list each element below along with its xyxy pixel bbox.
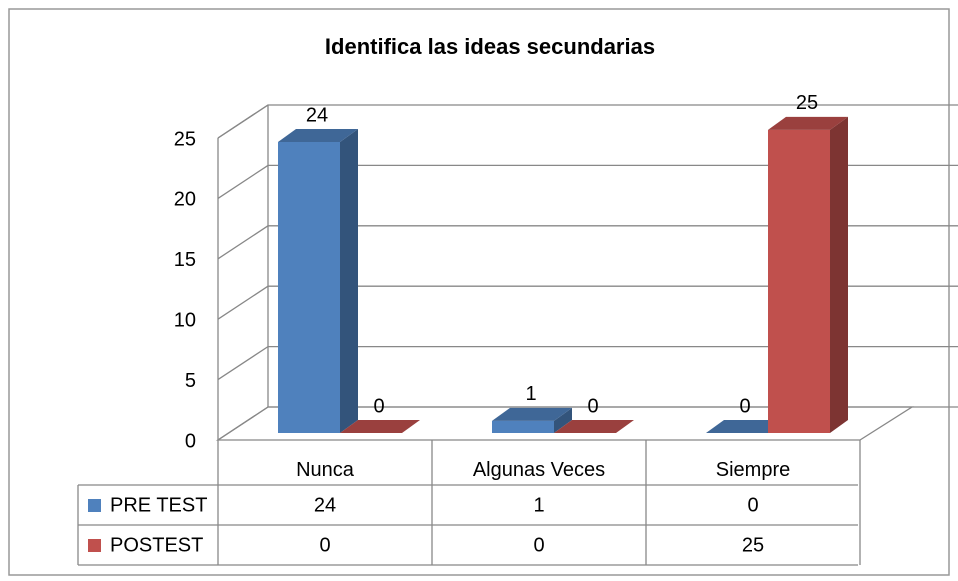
bar <box>768 116 848 433</box>
bar-side <box>830 116 848 433</box>
chart-title: Identifica las ideas secundarias <box>325 34 655 59</box>
grid-line <box>217 345 958 381</box>
bar-top <box>706 420 786 433</box>
value-label: 25 <box>796 92 818 114</box>
y-tick-label: 0 <box>185 430 196 452</box>
legend-label: PRE TEST <box>110 494 207 516</box>
table-cell: 1 <box>533 494 544 516</box>
x-tick-label: Siempre <box>716 459 790 481</box>
table-cell: 0 <box>747 494 758 516</box>
grid-line <box>217 406 958 441</box>
y-tick-label: 5 <box>185 370 196 392</box>
bar <box>706 420 786 433</box>
table-cell: 0 <box>533 534 544 556</box>
table-cell: 24 <box>314 494 336 516</box>
bar <box>340 420 420 433</box>
bar-side <box>554 407 572 433</box>
bar <box>278 129 358 433</box>
value-label: 0 <box>587 395 598 417</box>
value-label: 1 <box>525 383 536 405</box>
bar-front <box>768 129 830 433</box>
legend-swatch <box>88 539 101 552</box>
x-tick-label: Algunas Veces <box>473 459 605 481</box>
bar <box>554 420 634 433</box>
value-label: 0 <box>373 395 384 417</box>
grid-line <box>217 225 958 260</box>
bar-top <box>340 420 420 433</box>
grid-line <box>217 104 958 139</box>
y-tick-label: 15 <box>174 249 196 271</box>
y-tick-label: 25 <box>174 128 196 150</box>
y-tick-label: 20 <box>174 189 196 211</box>
legend-swatch <box>88 499 101 512</box>
grid-line <box>217 164 958 199</box>
bar-front <box>492 420 554 433</box>
y-tick-label: 10 <box>174 309 196 331</box>
bar-top <box>768 116 848 130</box>
grid-line <box>217 285 958 320</box>
bar <box>492 407 572 433</box>
bar-side <box>340 129 358 433</box>
x-tick-label: Nunca <box>296 459 355 481</box>
value-label: 0 <box>739 395 750 417</box>
bar-top <box>278 129 358 142</box>
legend-label: POSTEST <box>110 534 203 556</box>
table-cell: 25 <box>742 534 764 556</box>
table-cell: 0 <box>319 534 330 556</box>
bar-top <box>554 420 634 433</box>
bar-front <box>278 142 340 433</box>
bar-top <box>492 407 572 421</box>
value-label: 24 <box>306 104 328 126</box>
